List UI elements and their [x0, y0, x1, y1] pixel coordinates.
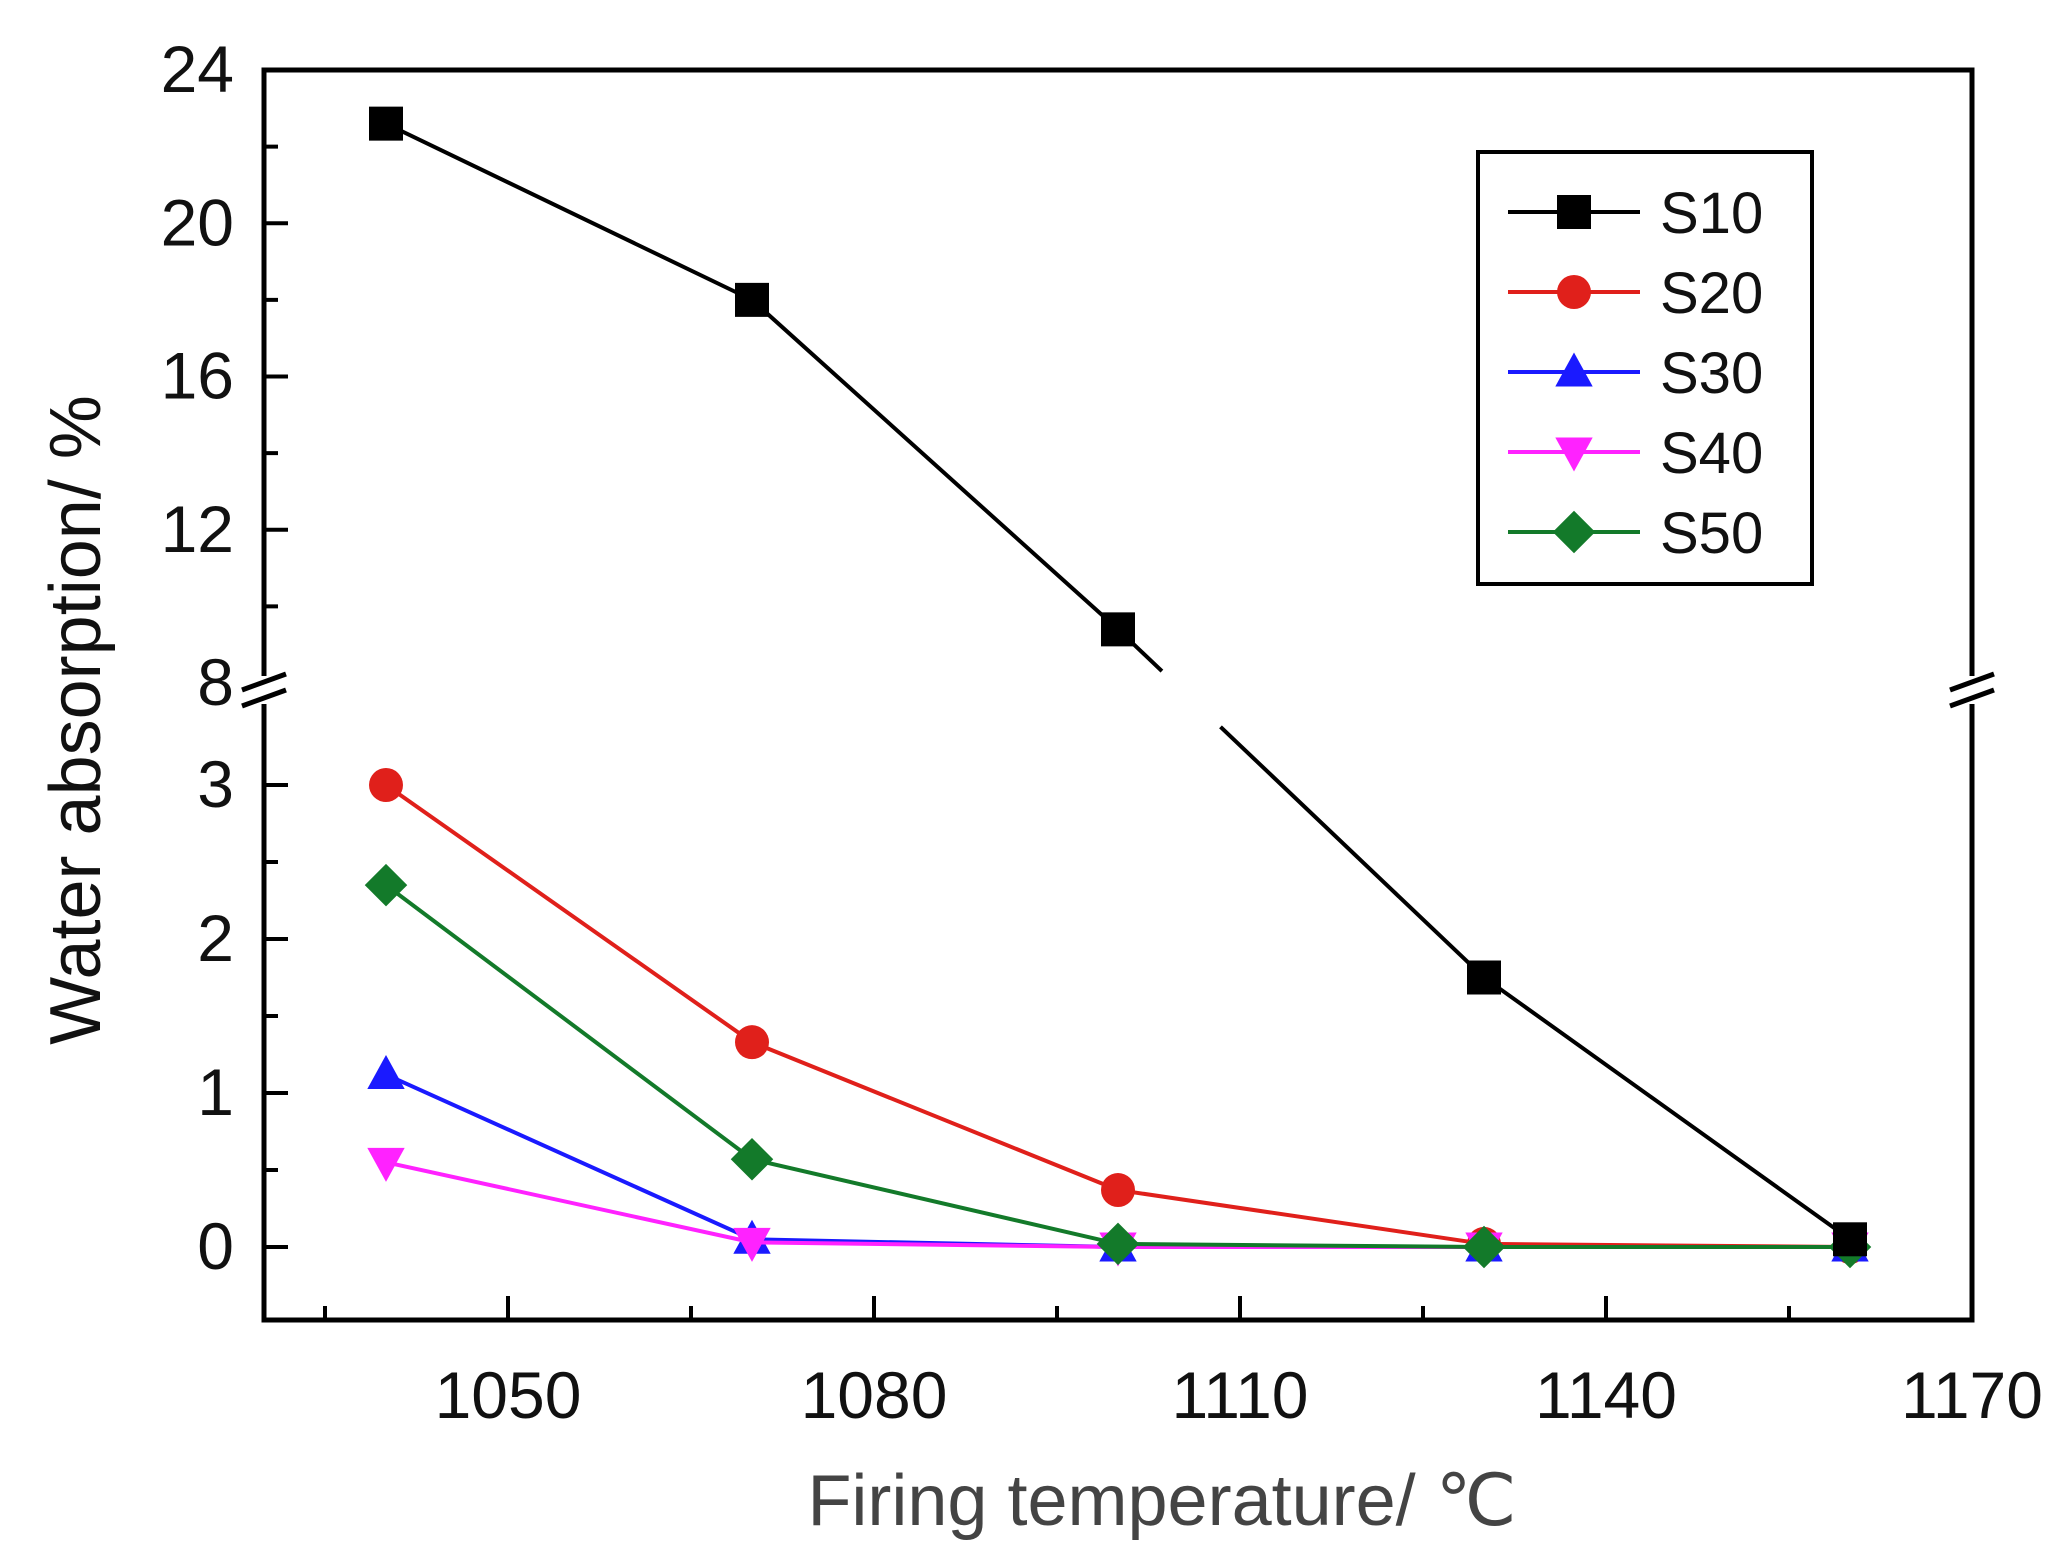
marker-S10-1100	[1101, 612, 1135, 647]
break-slash-left-0	[241, 671, 287, 693]
y-axis-title: Water absorption/ %	[36, 395, 116, 1045]
legend-marker-S30	[1555, 352, 1593, 387]
y-tick-label: 16	[161, 339, 234, 413]
marker-S50-1070	[730, 1137, 774, 1181]
y-tick-label: 24	[161, 32, 234, 106]
y-tick-label: 12	[161, 492, 234, 566]
axis-break-marks	[241, 671, 1995, 709]
marker-S10-1040	[369, 106, 403, 141]
marker-S50-1040	[364, 863, 408, 907]
marker-S30-1040	[367, 1054, 405, 1089]
x-tick-label: 1140	[1535, 1358, 1677, 1432]
series-layer	[364, 106, 1872, 1269]
marker-S40-1040	[367, 1147, 405, 1182]
legend-label-S20: S20	[1660, 261, 1763, 326]
x-tick-label: 1080	[801, 1358, 948, 1432]
marker-S10-1160	[1833, 1222, 1867, 1257]
legend-label-S10: S10	[1660, 181, 1763, 246]
x-tick-label: 1110	[1171, 1358, 1308, 1432]
marker-S10-1130	[1467, 960, 1501, 995]
marker-S50-1130	[1462, 1225, 1506, 1269]
marker-S40-1070	[733, 1227, 771, 1262]
marker-S20-1100	[1101, 1173, 1135, 1208]
x-axis-ticks: 1050 1080 1110 1140 1170	[323, 1296, 2043, 1432]
x-axis-title: Firing temperature/ ℃	[807, 1461, 1516, 1541]
marker-S10-1070	[735, 282, 769, 317]
legend-label-S50: S50	[1660, 501, 1763, 566]
legend-marker-S40	[1555, 437, 1593, 472]
x-tick-label: 1170	[1901, 1358, 2043, 1432]
legend-marker-S50	[1552, 510, 1596, 554]
legend-label-S40: S40	[1660, 421, 1763, 486]
y-tick-label: 20	[161, 185, 234, 259]
y-tick-label: 3	[197, 747, 234, 821]
break-slash-right-1	[1949, 687, 1995, 709]
marker-S50-1100	[1096, 1222, 1140, 1266]
marker-S20-1040	[369, 768, 403, 802]
y-tick-label: 2	[197, 901, 234, 975]
series-S10	[369, 106, 1867, 1257]
break-gap-S10	[1157, 666, 1225, 732]
legend-label-S30: S30	[1660, 341, 1763, 406]
legend: S10 S20 S30 S40 S50	[1476, 150, 1814, 586]
legend-box	[1476, 150, 1814, 586]
break-slash-left-1	[241, 687, 287, 709]
x-tick-label: 1050	[435, 1358, 582, 1432]
marker-S20-1070	[735, 1025, 769, 1060]
y-tick-label: 8	[197, 645, 234, 719]
legend-marker-S20	[1557, 275, 1591, 309]
legend-marker-S10	[1557, 195, 1591, 229]
y-tick-label: 1	[197, 1055, 234, 1129]
y-tick-label: 0	[197, 1209, 234, 1283]
break-slash-right-0	[1949, 671, 1995, 693]
